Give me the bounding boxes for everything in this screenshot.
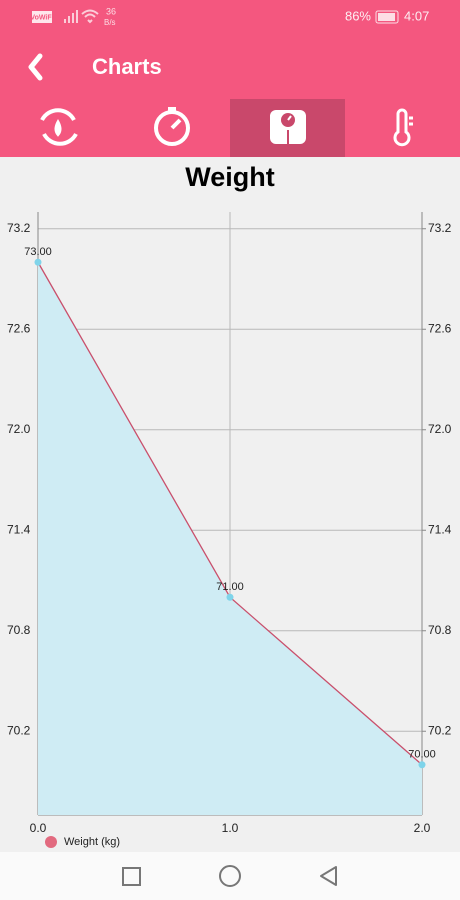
tab-temperature[interactable] (393, 108, 413, 147)
nav-back[interactable] (320, 866, 337, 886)
tab-water[interactable] (40, 108, 78, 146)
y2-tick-label: 73.2 (428, 221, 452, 235)
back-button[interactable] (28, 53, 43, 81)
clock: 4:07 (404, 8, 429, 23)
y-tick-label: 72.0 (7, 422, 31, 436)
y-tick-label: 70.2 (7, 723, 31, 737)
chart-title: Weight (185, 162, 275, 192)
battery-icon (375, 10, 399, 24)
y-tick-label: 72.6 (7, 321, 31, 335)
x-tick-label: 1.0 (222, 821, 239, 835)
legend-swatch (45, 836, 57, 848)
y2-tick-label: 71.4 (428, 522, 452, 536)
nav-recents[interactable] (122, 867, 141, 886)
page-title: Charts (92, 54, 162, 79)
speed-unit: B/s (104, 18, 116, 27)
value-label: 73.00 (24, 246, 52, 258)
y-tick-label: 71.4 (7, 522, 31, 536)
y2-tick-label: 72.0 (428, 422, 452, 436)
network-label: VoWiFi (30, 14, 53, 21)
network-badge (32, 11, 52, 23)
value-label: 71.00 (216, 581, 244, 593)
y2-tick-label: 70.8 (428, 623, 452, 637)
data-point (418, 761, 426, 769)
battery-level (378, 13, 395, 21)
tab-timer[interactable] (154, 107, 190, 146)
value-label: 70.00 (408, 749, 436, 761)
y2-tick-label: 72.6 (428, 321, 452, 335)
nav-home[interactable] (219, 865, 241, 887)
nav-bar (0, 852, 460, 900)
wifi-icon (81, 9, 99, 24)
data-point (34, 258, 42, 266)
y2-tick-label: 70.2 (428, 723, 452, 737)
legend-label: Weight (kg) (64, 836, 120, 848)
tab-weight[interactable] (270, 110, 306, 144)
speed-value: 36 (106, 6, 116, 16)
x-tick-label: 2.0 (414, 821, 431, 835)
area-fill (38, 262, 422, 815)
battery-percent: 86% (345, 8, 371, 23)
y-tick-label: 70.8 (7, 623, 31, 637)
signal-icon (64, 10, 78, 23)
data-point (226, 593, 234, 601)
x-tick-label: 0.0 (30, 821, 47, 835)
y-tick-label: 73.2 (7, 221, 31, 235)
chart: 70.2 70.8 71.4 72.0 72.6 73.2 70.2 70.8 71.4 72.0… (7, 212, 452, 848)
